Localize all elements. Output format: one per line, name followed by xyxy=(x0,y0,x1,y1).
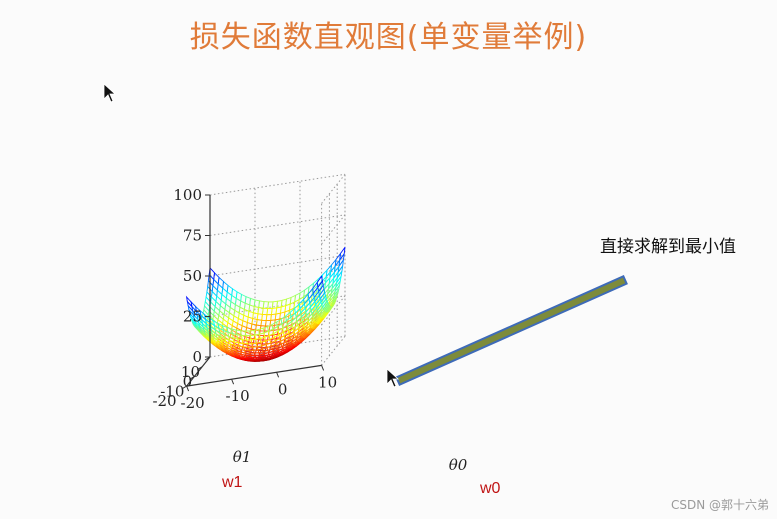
theta0-tick-mark xyxy=(276,372,280,378)
theta0-axis-line xyxy=(186,364,322,387)
grid-line xyxy=(209,173,346,196)
page-title: 损失函数直观图(单变量举例) xyxy=(189,20,588,55)
z-tick-label: 50 xyxy=(183,267,202,285)
theta1-axis-label: θ1 xyxy=(233,448,252,466)
grid-line xyxy=(321,335,346,366)
theta0-tick-mark xyxy=(186,385,190,392)
theta1-tick-mark xyxy=(189,375,195,380)
theta1-tick-mark xyxy=(196,366,203,371)
z-tick-label: 100 xyxy=(173,186,202,204)
theta0-tick-label: -10 xyxy=(226,387,250,405)
theta1-axis-line xyxy=(186,356,211,387)
theta1-tick-label: 0 xyxy=(183,373,193,391)
grid-line xyxy=(321,173,346,204)
theta1-tick-label: -10 xyxy=(160,382,184,400)
direct-solution-label: 直接求解到最小值 xyxy=(600,237,736,257)
grid-line xyxy=(209,295,346,317)
mouse-pointer-icon xyxy=(386,368,400,388)
z-tick-label: 75 xyxy=(183,227,202,245)
watermark: CSDN @郭十六弟 xyxy=(670,498,769,512)
grid-line xyxy=(209,214,346,236)
grid-line xyxy=(321,214,346,245)
theta0-tick-label: -20 xyxy=(181,394,205,412)
w1-axis-name: w1 xyxy=(222,474,243,491)
z-tick-label: 25 xyxy=(183,308,202,326)
w0-axis-name: w0 xyxy=(480,480,501,497)
z-tick-label: 0 xyxy=(192,348,202,366)
theta1-tick-label: 10 xyxy=(181,363,200,381)
theta0-axis-label: θ0 xyxy=(449,456,468,474)
theta1-tick-label: -20 xyxy=(152,392,176,410)
theta1-tick-mark xyxy=(181,385,187,390)
surface-cell xyxy=(185,295,193,309)
theta0-tick-mark xyxy=(231,379,235,385)
loss-surface xyxy=(185,246,346,362)
theta1-tick-mark xyxy=(204,356,211,361)
solution-arrow xyxy=(395,275,628,386)
theta0-tick-mark xyxy=(321,365,325,371)
theta0-tick-label: 0 xyxy=(278,380,288,398)
theta0-tick-label: 10 xyxy=(318,373,337,391)
mouse-pointer-icon xyxy=(103,83,117,103)
grid-line xyxy=(209,254,346,277)
